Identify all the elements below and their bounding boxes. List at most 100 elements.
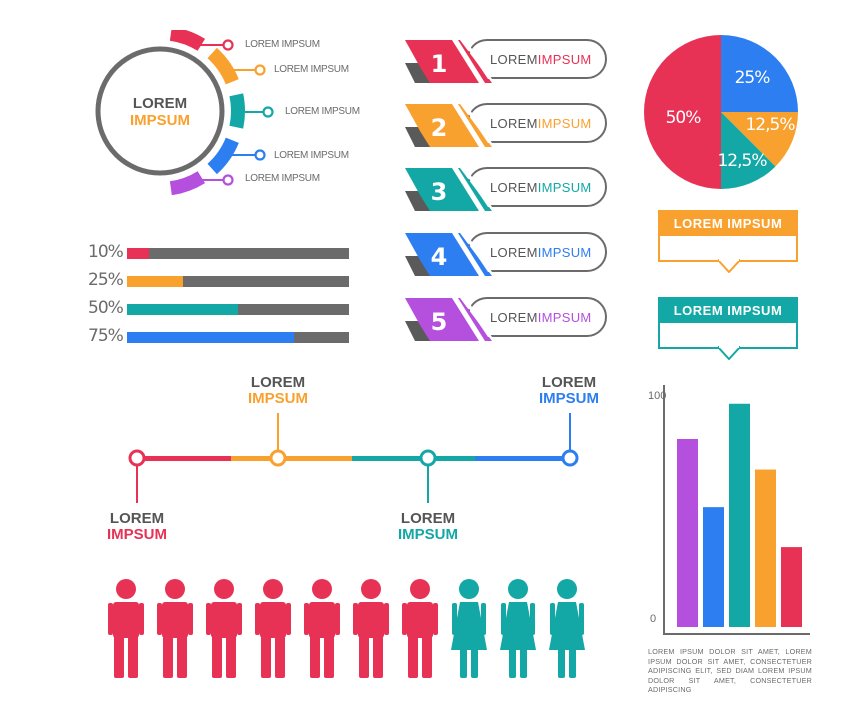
step-stripe-a-5 [452,298,485,341]
ring-label-5: LOREM IMPSUM [245,173,320,184]
bar-chart-ytick-100: 100 [648,390,666,402]
timeline-node-4 [561,449,579,467]
step-pill-4 [467,232,607,272]
timeline-node-2 [269,449,287,467]
ring-label-3: LOREM IMPSUM [285,106,360,117]
timeline-seg-2 [231,456,352,461]
ring-title-line2: IMPSUM [130,112,190,129]
progress-label-3: 50% [88,298,124,318]
female-person-icon [549,579,585,678]
step-pill-1 [467,39,607,79]
bar-4 [755,469,776,627]
step-stripe-a-2 [452,104,485,147]
step-ribbon-2 [405,104,492,147]
step-stripe-b-3 [462,168,492,207]
male-person-icon [157,579,193,678]
radial-ring-graphic [95,30,274,195]
timeline [128,413,579,503]
step-stripe-b-4 [462,233,492,272]
bar-3 [729,403,750,627]
progress-label-1: 10% [88,242,124,262]
timeline-label-1: LOREM IMPSUM [107,510,167,543]
bar-chart-caption: LOREM IPSUM DOLOR SIT AMET, LOREM IPSUM … [648,647,812,694]
ring-arc-3 [229,93,246,129]
callout-box-2: LOREM IMPSUM [658,297,798,349]
step-text-2: LOREMIMPSUM [490,116,592,131]
female-person-icon [451,579,487,678]
step-stripe-a-1 [452,40,485,83]
callout-title-1: LOREM IMPSUM [660,212,796,236]
people-pictogram [108,579,585,678]
progress-label-4: 75% [88,326,124,346]
female-person-icon [500,579,536,678]
ring-label-4: LOREM IMPSUM [274,150,349,161]
bar-chart: 100 0 [648,385,810,635]
step-text-5: LOREMIMPSUM [490,310,592,325]
male-person-icon [304,579,340,678]
timeline-label-3: LOREM IMPSUM [398,510,458,543]
bar-chart-ytick-0: 0 [650,613,656,625]
progress-fill-3 [127,304,238,315]
timeline-seg-3 [352,456,475,461]
male-person-icon [255,579,291,678]
step-pill-2 [467,103,607,143]
pie-chart: 50% 25% 12,5% 12,5% [644,35,798,189]
male-person-icon [402,579,438,678]
step-stripe-b-2 [462,104,492,143]
pie-slice-4 [721,112,776,189]
callout-box-1: LOREM IMPSUM [658,210,798,262]
ring-label-2: LOREM IMPSUM [274,64,349,75]
ring-dot-1 [222,39,234,51]
pie-slice-2 [721,35,798,112]
step-number-5: 5 [431,308,448,336]
step-stripe-a-4 [452,233,485,276]
steps-ribbons-front: 1 2 3 4 5 [405,40,492,341]
progress-track-4 [127,332,349,343]
ring-label-1: LOREM IMPSUM [245,39,320,50]
male-person-icon [206,579,242,678]
bar-2 [703,507,724,627]
progress-track-1 [127,248,349,259]
step-number-4: 4 [431,243,448,271]
progress-track-3 [127,304,349,315]
progress-fill-1 [127,248,150,259]
ring-arc-4 [207,137,239,175]
ring-center-circle [95,46,225,176]
bar-5 [781,547,802,627]
progress-fill-4 [127,332,294,343]
step-ribbon-1 [405,40,492,83]
timeline-node-1 [128,449,146,467]
step-pill-3 [467,167,607,207]
pie-slice-1 [644,35,721,189]
step-pill-5 [467,297,607,337]
timeline-seg-4 [475,456,570,461]
callout-title-2: LOREM IMPSUM [660,299,796,323]
pie-label-1: 50% [666,108,702,128]
step-ribbon-5 [405,298,492,341]
male-person-icon [353,579,389,678]
ring-dot-2 [254,64,266,76]
step-text-4: LOREMIMPSUM [490,245,592,260]
callout-pointer-2 [718,346,740,360]
ring-dot-3 [262,106,274,118]
step-stripe-b-5 [462,298,492,337]
ring-arc-1 [169,30,206,51]
step-text-1: LOREMIMPSUM [490,52,592,67]
ring-dot-5 [222,174,234,186]
pie-label-2: 25% [735,68,771,88]
step-stripe-b-1 [462,40,492,79]
progress-label-2: 25% [88,270,124,290]
step-number-2: 2 [431,114,448,142]
timeline-label-4: LOREM IMPSUM [539,374,599,407]
step-stripe-a-3 [452,168,485,211]
step-number-3: 3 [431,178,448,206]
timeline-seg-1 [137,456,231,461]
ring-arc-2 [207,47,239,85]
step-ribbon-4 [405,233,492,276]
timeline-node-3 [419,449,437,467]
male-person-icon [108,579,144,678]
progress-fill-2 [127,276,183,287]
progress-track-2 [127,276,349,287]
pie-slice-3 [721,112,798,167]
step-ribbon-3 [405,168,492,211]
